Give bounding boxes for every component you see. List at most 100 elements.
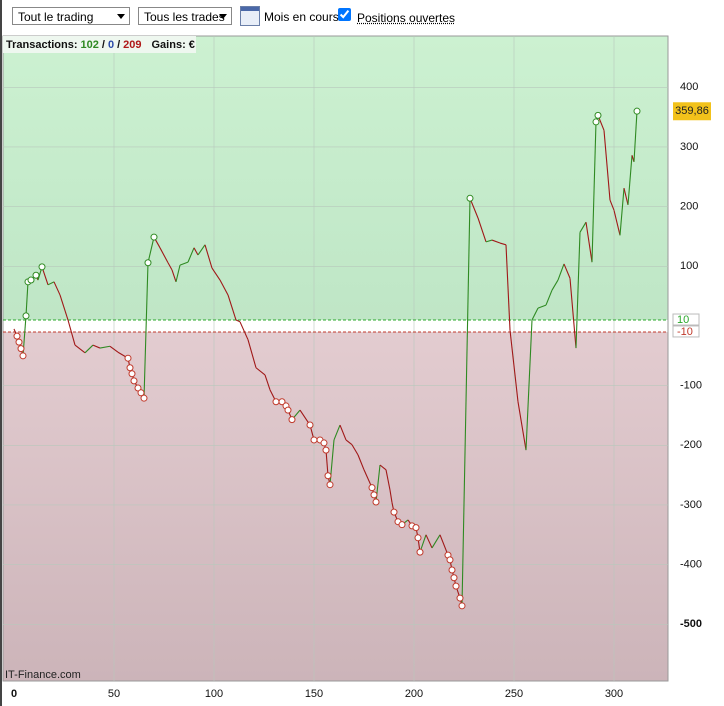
equity-segment xyxy=(619,188,625,236)
trade-marker xyxy=(288,416,296,424)
summary-separator: / xyxy=(117,39,120,51)
equity-segment xyxy=(339,424,347,441)
equity-segment xyxy=(187,247,195,263)
equity-segment xyxy=(569,278,577,349)
equity-segment xyxy=(333,424,341,441)
threshold-label: 10 xyxy=(677,314,689,326)
equity-segment xyxy=(84,344,94,354)
equity-segment xyxy=(239,321,249,340)
trade-marker xyxy=(412,524,420,532)
trade-marker xyxy=(390,508,398,516)
equity-segment xyxy=(357,454,365,470)
y-tick-label: -300 xyxy=(680,499,702,511)
loss-zone xyxy=(3,331,668,681)
equity-segment xyxy=(59,294,69,321)
x-tick-label: 50 xyxy=(108,688,120,700)
summary-separator: / xyxy=(102,39,105,51)
trade-marker xyxy=(324,472,332,480)
trade-marker xyxy=(398,521,406,529)
equity-segment xyxy=(25,281,29,316)
last-value-box xyxy=(673,102,711,121)
equity-segment xyxy=(557,263,565,281)
trade-marker xyxy=(448,566,456,574)
equity-segment xyxy=(613,210,621,236)
equity-segment xyxy=(109,345,119,353)
month-label[interactable]: Mois en cours xyxy=(264,10,339,24)
equity-segment xyxy=(485,239,493,243)
equity-segment xyxy=(431,534,441,549)
equity-segment xyxy=(575,232,581,349)
y-tick-label: 400 xyxy=(680,81,698,93)
trade-marker xyxy=(452,582,460,590)
equity-segment xyxy=(74,344,86,354)
equity-segment xyxy=(525,319,533,451)
equity-segment xyxy=(167,262,173,271)
equity-segment xyxy=(477,217,487,243)
threshold-label: -10 xyxy=(677,326,693,338)
trade-select[interactable]: Tous les trades xyxy=(138,7,232,25)
summary-box xyxy=(3,36,196,53)
summary: Transactions: 102/0/209 Gains: € xyxy=(6,39,195,51)
equity-segment xyxy=(345,439,353,446)
trade-marker xyxy=(414,534,422,542)
summary-currency: € xyxy=(189,39,195,51)
trade-marker xyxy=(124,354,132,362)
trade-marker xyxy=(368,484,376,492)
trade-marker xyxy=(446,556,454,564)
equity-segment xyxy=(171,269,177,283)
x-tick-label: 150 xyxy=(305,688,323,700)
open-positions-checkbox[interactable] xyxy=(338,8,351,21)
equity-segment xyxy=(235,319,241,323)
equity-segment xyxy=(517,401,527,451)
equity-segment xyxy=(633,111,638,162)
equity-segment xyxy=(603,130,611,201)
trade-marker xyxy=(17,345,25,353)
equity-segment xyxy=(47,281,55,286)
equity-segment xyxy=(531,307,539,321)
trade-marker xyxy=(130,377,138,385)
x-tick-label: 200 xyxy=(405,688,423,700)
trade-marker xyxy=(306,421,314,429)
x-tick-label: 250 xyxy=(505,688,523,700)
equity-segment xyxy=(204,244,213,269)
equity-segment xyxy=(219,279,229,296)
trade-marker xyxy=(22,312,30,320)
trade-marker xyxy=(326,481,334,489)
calendar-icon[interactable] xyxy=(240,6,260,26)
equity-segment xyxy=(159,247,169,263)
trade-marker xyxy=(458,602,466,610)
toolbar: Tout le trading Tous les trades Mois en … xyxy=(0,0,724,34)
threshold-box xyxy=(672,313,700,326)
y-tick-label: 100 xyxy=(680,260,698,272)
trade-marker xyxy=(140,394,148,402)
trade-marker xyxy=(322,446,330,454)
summary-losses: 209 xyxy=(123,39,141,51)
y-tick-label: -500 xyxy=(680,618,702,630)
watermark: IT-Finance.com xyxy=(5,669,81,681)
equity-segment xyxy=(211,267,221,281)
equity-segment xyxy=(175,264,181,282)
equity-segment xyxy=(99,345,111,349)
last-value-label: 359,86 xyxy=(675,105,709,117)
summary-wins: 102 xyxy=(81,39,99,51)
equity-segment xyxy=(439,534,449,556)
trade-marker xyxy=(320,439,328,447)
summary-gains_label: Gains: xyxy=(152,39,186,51)
equity-segment xyxy=(425,534,433,549)
trade-marker xyxy=(144,259,152,267)
equity-segment xyxy=(379,464,387,471)
equity-segment xyxy=(143,262,149,399)
trade-marker xyxy=(370,491,378,499)
equity-segment xyxy=(53,281,61,296)
equity-segment xyxy=(325,450,329,476)
trade-marker xyxy=(284,406,292,414)
equity-segment xyxy=(585,222,593,263)
plot-frame xyxy=(2,35,669,682)
trade-marker xyxy=(32,271,40,279)
period-select[interactable]: Tout le trading xyxy=(12,7,130,25)
trade-marker xyxy=(128,370,136,378)
threshold-box xyxy=(672,325,700,338)
trade-marker xyxy=(466,194,474,202)
y-tick-label: 200 xyxy=(680,201,698,213)
open-positions-label[interactable]: Positions ouvertes xyxy=(357,11,456,25)
